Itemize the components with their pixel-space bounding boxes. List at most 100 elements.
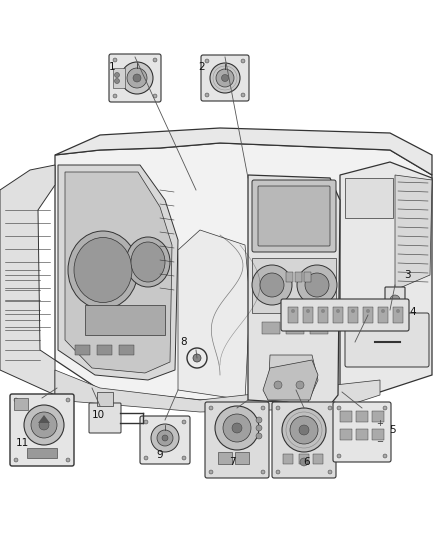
- FancyBboxPatch shape: [89, 403, 121, 433]
- FancyBboxPatch shape: [333, 402, 391, 462]
- Circle shape: [256, 417, 262, 423]
- Circle shape: [205, 59, 209, 63]
- Bar: [310, 322, 328, 334]
- FancyBboxPatch shape: [140, 416, 190, 464]
- Circle shape: [209, 470, 213, 474]
- Circle shape: [282, 408, 326, 452]
- Circle shape: [31, 412, 57, 438]
- Bar: [97, 345, 112, 355]
- Polygon shape: [178, 230, 250, 400]
- FancyBboxPatch shape: [345, 313, 429, 367]
- Circle shape: [256, 425, 262, 431]
- Bar: [340, 411, 352, 422]
- Circle shape: [144, 456, 148, 460]
- Circle shape: [113, 58, 117, 62]
- Circle shape: [113, 94, 117, 98]
- Circle shape: [290, 416, 318, 444]
- Polygon shape: [395, 175, 432, 290]
- Circle shape: [381, 309, 385, 313]
- FancyBboxPatch shape: [109, 54, 161, 102]
- Bar: [303, 307, 313, 323]
- Text: 6: 6: [304, 457, 310, 467]
- Text: −: −: [377, 438, 384, 447]
- Circle shape: [66, 458, 70, 462]
- Circle shape: [337, 454, 341, 458]
- Bar: [218, 452, 232, 464]
- Circle shape: [157, 430, 173, 446]
- Circle shape: [276, 470, 280, 474]
- Text: 4: 4: [410, 307, 416, 317]
- Bar: [378, 307, 388, 323]
- Polygon shape: [268, 355, 318, 402]
- Bar: [393, 307, 403, 323]
- Bar: [288, 307, 298, 323]
- Circle shape: [299, 425, 309, 435]
- Circle shape: [383, 406, 387, 410]
- Bar: [356, 411, 368, 422]
- Circle shape: [306, 309, 310, 313]
- Circle shape: [390, 295, 400, 305]
- Text: 10: 10: [92, 410, 105, 420]
- Polygon shape: [55, 370, 380, 412]
- FancyBboxPatch shape: [252, 180, 336, 252]
- Circle shape: [291, 309, 295, 313]
- Ellipse shape: [126, 237, 170, 287]
- Bar: [372, 429, 384, 440]
- Ellipse shape: [68, 231, 138, 309]
- Bar: [27, 448, 57, 458]
- Circle shape: [153, 94, 157, 98]
- Circle shape: [321, 309, 325, 313]
- Bar: [14, 398, 28, 410]
- Circle shape: [261, 470, 265, 474]
- Bar: [283, 454, 293, 464]
- Circle shape: [256, 433, 262, 439]
- Circle shape: [337, 406, 341, 410]
- Circle shape: [114, 78, 120, 84]
- Circle shape: [121, 62, 153, 94]
- FancyBboxPatch shape: [10, 394, 74, 466]
- FancyBboxPatch shape: [272, 402, 336, 478]
- Circle shape: [366, 309, 370, 313]
- Circle shape: [210, 63, 240, 93]
- Bar: [363, 307, 373, 323]
- Circle shape: [297, 265, 337, 305]
- Bar: [286, 272, 293, 282]
- Bar: [286, 322, 304, 334]
- Circle shape: [260, 273, 284, 297]
- Circle shape: [182, 420, 186, 424]
- Polygon shape: [248, 175, 340, 405]
- Circle shape: [261, 406, 265, 410]
- Polygon shape: [55, 143, 432, 400]
- Circle shape: [276, 406, 280, 410]
- Circle shape: [296, 381, 304, 389]
- Circle shape: [336, 309, 340, 313]
- Circle shape: [232, 423, 242, 433]
- Ellipse shape: [131, 242, 165, 282]
- Circle shape: [162, 435, 168, 441]
- Bar: [345, 178, 393, 218]
- Bar: [372, 411, 384, 422]
- Circle shape: [193, 354, 201, 362]
- Circle shape: [223, 414, 251, 442]
- Text: 7: 7: [229, 457, 235, 467]
- Circle shape: [383, 454, 387, 458]
- Bar: [85, 305, 165, 335]
- Bar: [318, 307, 328, 323]
- Circle shape: [39, 420, 49, 430]
- Bar: [333, 307, 343, 323]
- Text: 1: 1: [109, 62, 115, 72]
- FancyBboxPatch shape: [281, 299, 409, 331]
- Circle shape: [241, 93, 245, 97]
- Circle shape: [215, 406, 259, 450]
- Bar: [348, 307, 358, 323]
- Circle shape: [396, 309, 400, 313]
- Circle shape: [133, 74, 141, 82]
- Circle shape: [328, 406, 332, 410]
- Circle shape: [24, 405, 64, 445]
- Circle shape: [209, 406, 213, 410]
- Bar: [299, 454, 309, 464]
- Bar: [356, 429, 368, 440]
- Text: 2: 2: [199, 62, 205, 72]
- Circle shape: [300, 458, 308, 466]
- Bar: [235, 452, 249, 464]
